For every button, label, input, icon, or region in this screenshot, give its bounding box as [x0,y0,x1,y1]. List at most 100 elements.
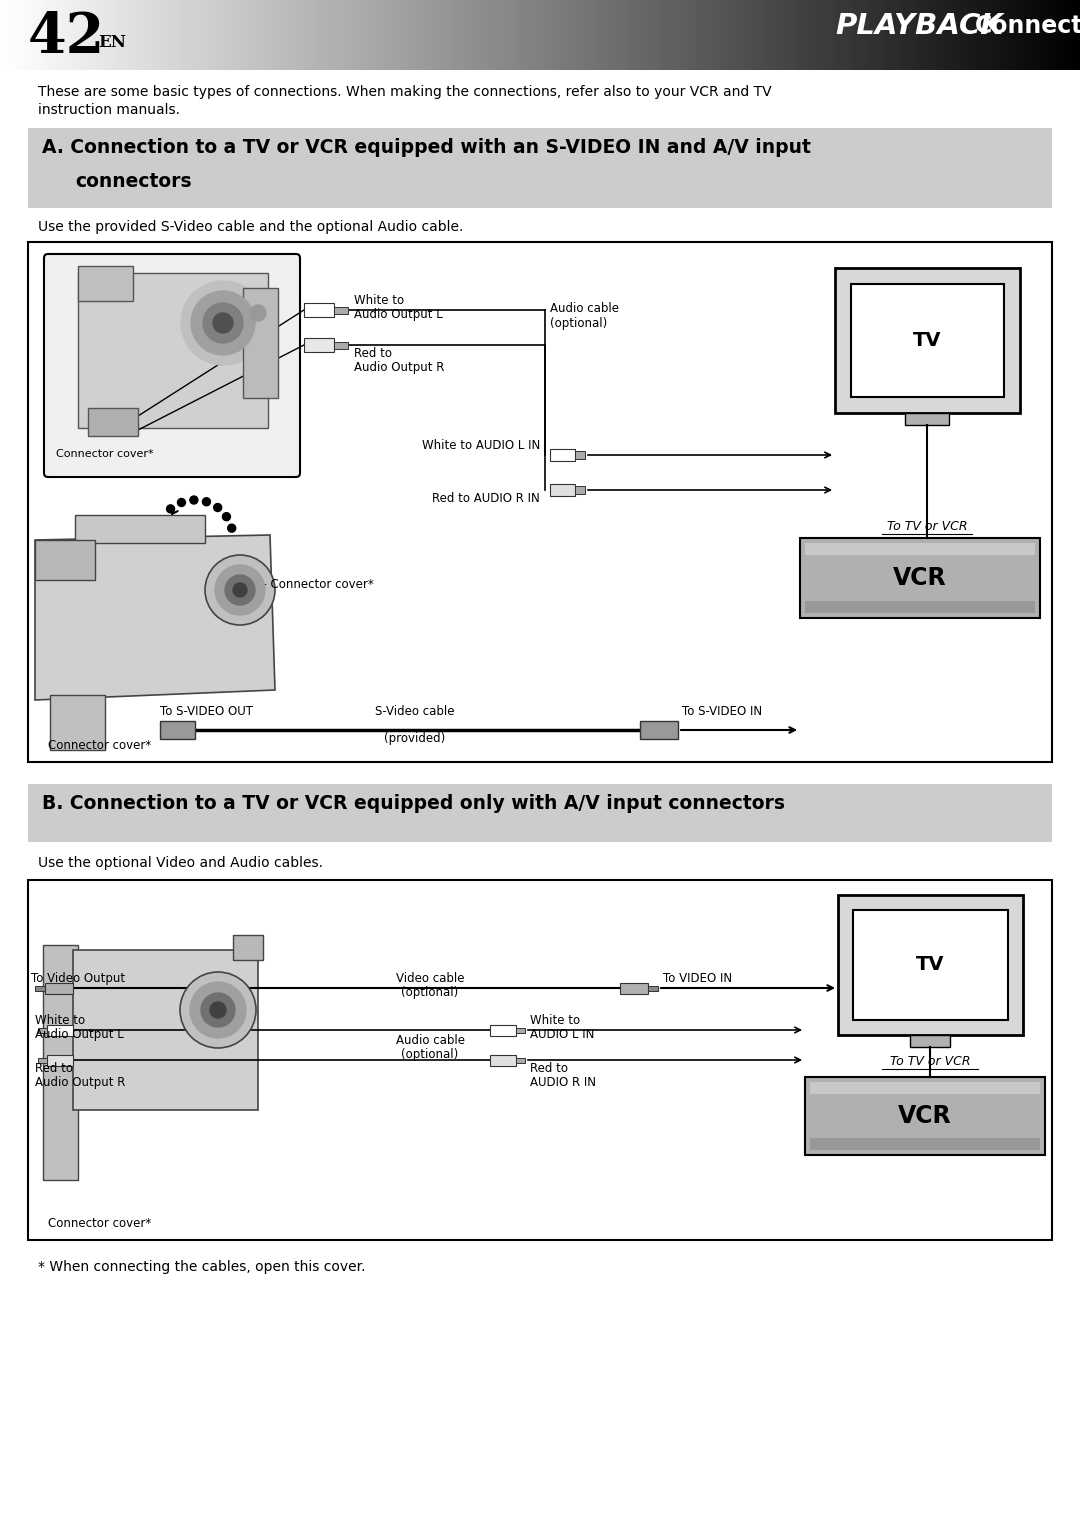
Text: Connector cover*: Connector cover* [48,1217,151,1229]
Bar [550,484,575,497]
Bar [73,950,258,1110]
Text: B. Connection to a TV or VCR equipped only with A/V input connectors: B. Connection to a TV or VCR equipped on… [42,794,785,812]
Text: To TV or VCR: To TV or VCR [890,1055,970,1069]
Text: White to AUDIO L IN: White to AUDIO L IN [422,438,540,452]
Bar [490,1026,516,1036]
Circle shape [213,313,233,333]
Circle shape [177,498,186,506]
Circle shape [166,504,175,514]
Text: Red to: Red to [530,1062,568,1075]
Circle shape [181,281,265,365]
Text: AUDIO L IN: AUDIO L IN [530,1029,594,1041]
Text: * When connecting the cables, open this cover.: * When connecting the cables, open this … [38,1260,365,1274]
Circle shape [210,1003,226,1018]
Bar [75,515,205,543]
Bar [303,337,334,353]
Text: A. Connection to a TV or VCR equipped with an S-VIDEO IN and A/V input: A. Connection to a TV or VCR equipped wi… [42,138,811,156]
Text: Red to AUDIO R IN: Red to AUDIO R IN [432,492,540,504]
Circle shape [214,503,221,512]
Bar [853,911,1008,1019]
Bar [575,486,585,494]
Bar [28,242,1052,762]
FancyBboxPatch shape [44,254,300,477]
Bar [38,1058,48,1062]
Bar [800,538,1040,618]
Bar [334,307,348,314]
Text: TV: TV [913,331,942,350]
Text: S-Video cable: S-Video cable [375,705,455,717]
Bar [805,543,1035,555]
Bar [243,288,278,399]
Bar [620,983,648,993]
Bar [87,408,138,435]
Bar [28,880,1052,1240]
Text: To TV or VCR: To TV or VCR [887,520,968,533]
Bar [648,986,658,990]
Bar [78,273,268,428]
Polygon shape [35,535,275,701]
Bar [160,721,195,739]
Text: VCR: VCR [893,566,947,590]
Bar [516,1029,525,1033]
Circle shape [191,291,255,356]
Bar [838,895,1023,1035]
Bar [78,267,133,300]
Circle shape [205,555,275,625]
Circle shape [222,512,230,521]
Text: PLAYBACK: PLAYBACK [835,12,1003,40]
Bar [575,451,585,458]
Circle shape [201,993,235,1027]
Circle shape [233,583,247,596]
Text: (optional): (optional) [402,1049,459,1061]
Bar [851,284,1004,397]
Bar [334,342,348,350]
Text: Red to: Red to [354,346,392,360]
Bar [640,721,678,739]
Circle shape [180,972,256,1049]
Text: To Video Output: To Video Output [31,972,125,986]
Text: Use the provided S-Video cable and the optional Audio cable.: Use the provided S-Video cable and the o… [38,221,463,235]
Bar [516,1058,525,1062]
Bar [490,1055,516,1065]
Bar [28,127,1052,208]
Bar [50,694,105,750]
Bar [805,1078,1045,1154]
Text: Audio Output L: Audio Output L [354,308,443,320]
Bar [35,986,45,990]
Bar [48,1055,73,1065]
Circle shape [228,524,235,532]
Text: (optional): (optional) [402,986,459,1000]
Text: Audio cable: Audio cable [550,302,619,314]
Bar [303,304,334,317]
Text: Use the optional Video and Audio cables.: Use the optional Video and Audio cables. [38,855,323,871]
Text: EN: EN [98,34,126,51]
Text: — Connector cover*: — Connector cover* [255,578,374,592]
Bar [48,1026,73,1036]
Bar [810,1082,1040,1095]
Text: AUDIO R IN: AUDIO R IN [530,1076,596,1088]
Text: Video cable: Video cable [395,972,464,986]
Circle shape [203,304,243,343]
Text: (optional): (optional) [550,317,607,330]
Circle shape [225,575,255,606]
Text: Audio cable: Audio cable [395,1033,464,1047]
Bar [910,1035,950,1047]
Text: Connections: Connections [975,14,1080,38]
Text: White to: White to [530,1013,580,1027]
Text: instruction manuals.: instruction manuals. [38,103,180,117]
Bar [810,1137,1040,1150]
Circle shape [215,566,265,615]
Text: Connector cover*: Connector cover* [56,449,153,458]
Text: These are some basic types of connections. When making the connections, refer al: These are some basic types of connection… [38,84,771,100]
Text: Connector cover*: Connector cover* [48,739,151,753]
Bar [45,983,73,993]
Text: To S-VIDEO OUT: To S-VIDEO OUT [160,705,253,717]
Text: 42: 42 [28,11,105,64]
Text: White to: White to [354,294,404,307]
Text: TV: TV [916,955,944,975]
Bar [28,783,1052,842]
Text: Audio Output R: Audio Output R [35,1076,125,1088]
Circle shape [202,498,211,506]
Bar [35,540,95,579]
Bar [550,449,575,461]
